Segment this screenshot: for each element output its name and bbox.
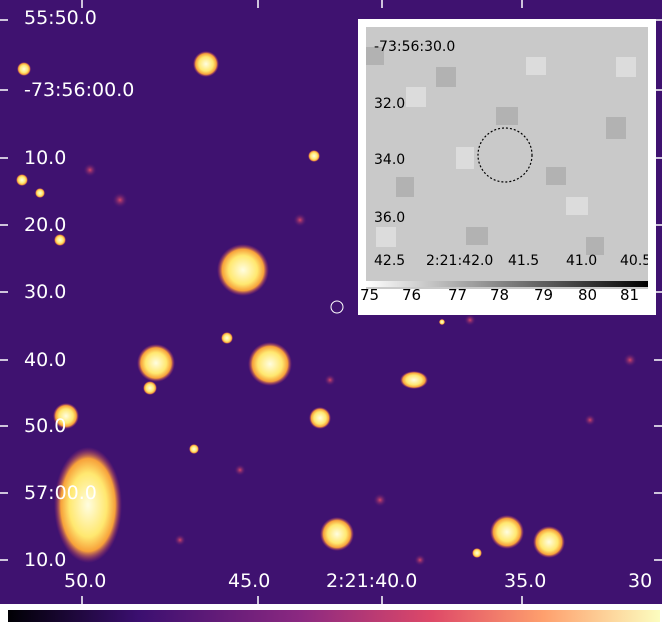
- inset-image: -73:56:30.0 32.0 34.0 36.0 42.5 2:21:42.…: [366, 27, 648, 289]
- star: [193, 51, 219, 77]
- target-circle: [330, 300, 344, 314]
- star: [533, 526, 565, 558]
- star: [53, 403, 79, 429]
- star: [490, 515, 524, 549]
- star: [248, 342, 292, 386]
- star: [221, 332, 233, 344]
- star: [320, 517, 354, 551]
- bright-galaxy: [54, 447, 122, 563]
- inset-colorbar-label: 78: [490, 286, 510, 304]
- dec-label: 20.0: [24, 214, 67, 236]
- star: [17, 62, 31, 76]
- inset-colorbar-label: 79: [534, 286, 554, 304]
- inset-panel: -73:56:30.0 32.0 34.0 36.0 42.5 2:21:42.…: [358, 19, 656, 315]
- star: [143, 381, 157, 395]
- star: [217, 244, 269, 296]
- main-colorbar: [8, 610, 660, 622]
- inset-colorbar: [366, 281, 648, 287]
- ra-label: 45.0: [228, 570, 271, 592]
- dec-label: 55:50.0: [24, 7, 97, 29]
- star: [308, 150, 320, 162]
- star: [472, 548, 482, 558]
- inset-ra-label: 41.0: [566, 253, 598, 269]
- star: [309, 407, 331, 429]
- star: [35, 188, 45, 198]
- star: [54, 234, 66, 246]
- dec-label: 10.0: [24, 147, 67, 169]
- ra-label: 30: [628, 570, 653, 592]
- dec-label: 57:00.0: [24, 482, 97, 504]
- inset-dec-label: 32.0: [374, 96, 406, 112]
- inset-dec-label: -73:56:30.0: [374, 39, 456, 55]
- target-circle: [477, 127, 533, 183]
- dec-label: 30.0: [24, 281, 67, 303]
- inset-dec-label: 36.0: [374, 210, 406, 226]
- star: [189, 444, 199, 454]
- star: [439, 319, 445, 325]
- inset-colorbar-label: 81: [620, 286, 640, 304]
- star: [400, 371, 428, 389]
- inset-ra-label: 2:21:42.0: [426, 253, 494, 269]
- dec-label: 40.0: [24, 349, 67, 371]
- inset-colorbar-label: 77: [448, 286, 468, 304]
- ra-label: 35.0: [504, 570, 547, 592]
- inset-ra-label: 40.5: [620, 253, 648, 269]
- dec-label: -73:56:00.0: [24, 79, 135, 101]
- inset-colorbar-label: 76: [402, 286, 422, 304]
- inset-colorbar-label: 75: [360, 286, 380, 304]
- inset-ra-label: 42.5: [374, 253, 406, 269]
- ra-label: 50.0: [64, 570, 107, 592]
- inset-colorbar-label: 80: [578, 286, 598, 304]
- star: [16, 174, 28, 186]
- inset-ra-label: 41.5: [508, 253, 540, 269]
- inset-pixels: [366, 27, 648, 289]
- dec-label: 50.0: [24, 415, 67, 437]
- dec-label: 10.0: [24, 549, 67, 571]
- star: [137, 344, 175, 382]
- ra-label: 2:21:40.0: [326, 570, 418, 592]
- inset-dec-label: 34.0: [374, 152, 406, 168]
